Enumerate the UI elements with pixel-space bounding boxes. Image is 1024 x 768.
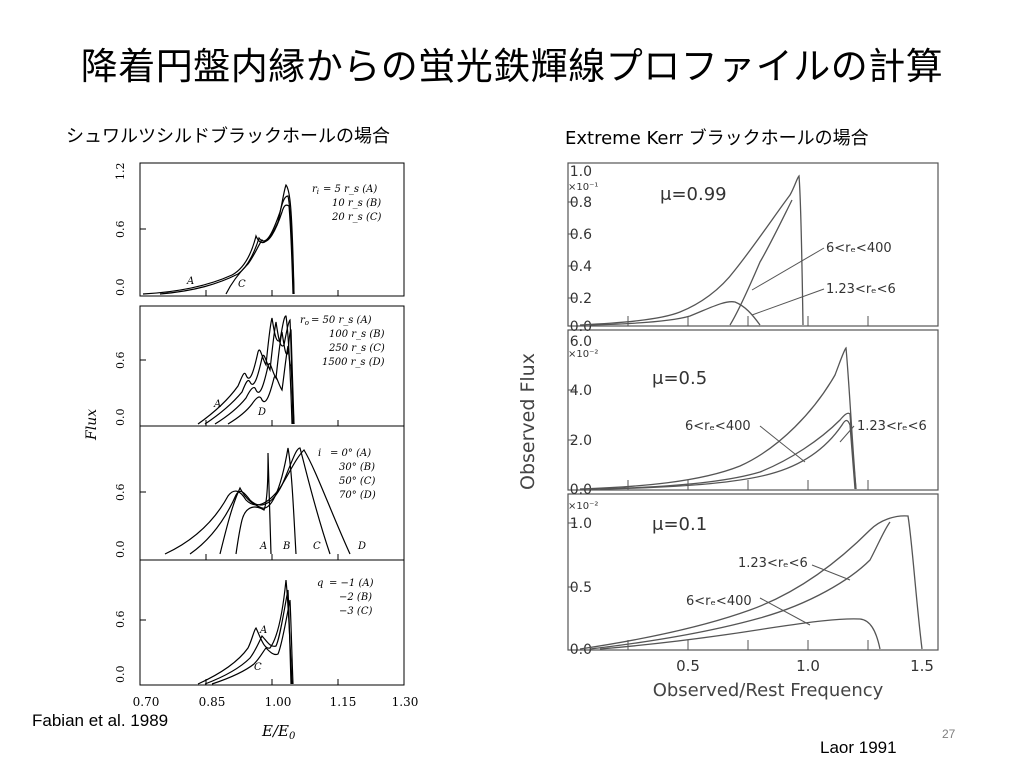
left-p2-curve-label-a: A <box>213 399 221 410</box>
left-p1-legend-1: 10 r_s (B) <box>332 198 381 209</box>
right-panel-1-frame <box>567 162 939 327</box>
left-p3-ytick-1: 0.6 <box>114 484 127 502</box>
right-y-axis-label: Observed Flux <box>517 353 539 490</box>
right-p3-scale: ×10⁻² <box>568 501 598 512</box>
right-p1-ytick-5: 1.0 <box>570 164 592 180</box>
right-x-axis-label: Observed/Rest Frequency <box>653 680 884 701</box>
right-xtick-1: 1.0 <box>796 657 820 675</box>
left-p1-ytick-0: 0.0 <box>114 279 127 297</box>
left-p4-ytick-0: 0.0 <box>114 666 127 684</box>
right-p3-ytick-1: 0.5 <box>570 580 592 596</box>
left-p1-ytick-1: 0.6 <box>114 221 127 239</box>
right-p3-mu: μ=0.1 <box>652 514 707 535</box>
slide-title: 降着円盤内縁からの蛍光鉄輝線プロファイルの計算 <box>80 45 944 88</box>
left-xtick-2: 1.00 <box>265 695 292 709</box>
left-p1-legend-0: = 5 r_s (A) <box>323 184 377 195</box>
left-p3-legend-0: = 0° (A) <box>330 448 371 459</box>
left-p1-curve-label-a: A <box>186 276 194 287</box>
right-p2-annotation-0: 6<rₑ<400 <box>685 419 751 434</box>
right-p3-annotation-1: 6<rₑ<400 <box>686 594 752 609</box>
left-p3-legend-3: 70° (D) <box>339 490 376 501</box>
left-p2-legend-2: 250 r_s (C) <box>328 343 385 354</box>
left-p2-legend-1: 100 r_s (B) <box>329 329 385 340</box>
right-p3-ytick-0: 0.0 <box>570 642 592 658</box>
left-xtick-1: 0.85 <box>199 695 226 709</box>
right-figure-reference: Laor 1991 <box>820 738 897 757</box>
left-p1-legend-param: ri <box>312 184 319 196</box>
left-p4-legend-0: = −1 (A) <box>329 578 374 589</box>
laor-line-profile-figure: 0.0 0.2 0.4 0.6 0.8 1.0 0.0 2.0 4.0 6.0 … <box>517 162 939 701</box>
right-p2-ytick-3: 6.0 <box>570 334 592 350</box>
fabian-line-profile-figure: 0.0 0.6 1.2 0.0 0.6 0.0 0.6 0.0 0.6 Flux… <box>84 162 419 742</box>
right-p1-ytick-0: 0.0 <box>570 319 592 335</box>
right-p2-ytick-1: 2.0 <box>570 433 592 449</box>
right-xtick-2: 1.5 <box>910 657 934 675</box>
left-p3-curve-label-d: D <box>357 541 366 552</box>
left-p3-legend-1: 30° (B) <box>339 462 375 473</box>
right-xtick-0: 0.5 <box>676 657 700 675</box>
left-p1-ytick-2: 1.2 <box>114 163 127 181</box>
right-panel-2-frame <box>567 329 939 491</box>
right-p2-leaders <box>759 425 855 463</box>
left-p2-legend-3: 1500 r_s (D) <box>322 357 385 368</box>
right-p3-leaders <box>759 564 851 626</box>
left-xtick-3: 1.15 <box>330 695 357 709</box>
right-figure-caption: Extreme Kerr ブラックホールの場合 <box>565 128 869 149</box>
right-p1-ytick-3: 0.6 <box>570 227 592 243</box>
left-p3-curve-label-a: A <box>259 541 267 552</box>
left-p2-legend-0: = 50 r_s (A) <box>311 315 372 326</box>
left-p2-ytick-1: 0.6 <box>114 352 127 370</box>
left-panel-1-frame <box>139 162 405 297</box>
left-panel-3-curves <box>164 447 351 555</box>
left-p4-legend-param: q <box>317 578 323 589</box>
right-panel-3-curves <box>579 515 923 650</box>
right-p2-ytick-2: 4.0 <box>570 383 592 399</box>
left-panel-1-curves <box>142 183 295 295</box>
right-panel-2-curves <box>579 346 857 490</box>
left-y-axis-label: Flux <box>84 409 100 441</box>
left-p3-curve-label-b: B <box>282 541 290 552</box>
left-p3-ytick-0: 0.0 <box>114 541 127 559</box>
right-p1-scale: ×10⁻¹ <box>568 182 598 193</box>
right-panel-3-frame <box>567 493 939 651</box>
left-p3-legend-2: 50° (C) <box>339 476 375 487</box>
right-p2-ytick-0: 0.0 <box>570 482 592 498</box>
left-p1-legend-2: 20 r_s (C) <box>331 212 382 223</box>
left-p2-curve-label-d: D <box>257 407 266 418</box>
left-figure-caption: シュワルツシルドブラックホールの場合 <box>66 126 390 147</box>
left-p3-curve-label-c: C <box>313 541 321 552</box>
right-p1-ytick-4: 0.8 <box>570 195 592 211</box>
left-panel-4-curves <box>197 579 294 685</box>
right-p1-ytick-2: 0.4 <box>570 259 592 275</box>
left-p4-ytick-1: 0.6 <box>114 611 127 629</box>
right-p2-scale: ×10⁻² <box>568 349 598 360</box>
left-p1-curve-label-c: C <box>238 279 246 290</box>
page-number: 27 <box>942 727 956 741</box>
left-p4-legend-1: −2 (B) <box>339 592 372 603</box>
left-p3-legend-param: i <box>318 448 321 459</box>
right-p3-annotation-0: 1.23<rₑ<6 <box>738 556 808 571</box>
right-p1-ytick-1: 0.2 <box>570 291 592 307</box>
right-p1-annotation-0: 6<rₑ<400 <box>826 241 892 256</box>
left-panel-2-curves <box>197 315 295 425</box>
right-p1-annotation-1: 1.23<rₑ<6 <box>826 282 896 297</box>
left-xtick-4: 1.30 <box>392 695 419 709</box>
right-p1-mu: μ=0.99 <box>660 184 727 205</box>
left-x-axis-label: E/E0 <box>261 722 296 742</box>
left-p2-ytick-0: 0.0 <box>114 409 127 427</box>
left-p4-curve-label-c: C <box>254 662 262 673</box>
right-p1-leaders <box>751 247 825 316</box>
right-p3-ytick-2: 1.0 <box>570 516 592 532</box>
left-p2-legend-param: ro <box>300 315 309 327</box>
right-p2-mu: μ=0.5 <box>652 368 707 389</box>
left-p4-legend-2: −3 (C) <box>339 606 372 617</box>
left-p4-curve-label-a: A <box>259 625 267 636</box>
right-p2-annotation-1: 1.23<rₑ<6 <box>857 419 927 434</box>
right-panel-1-curves <box>579 174 804 326</box>
left-xtick-0: 0.70 <box>133 695 160 709</box>
left-figure-reference: Fabian et al. 1989 <box>32 711 169 730</box>
